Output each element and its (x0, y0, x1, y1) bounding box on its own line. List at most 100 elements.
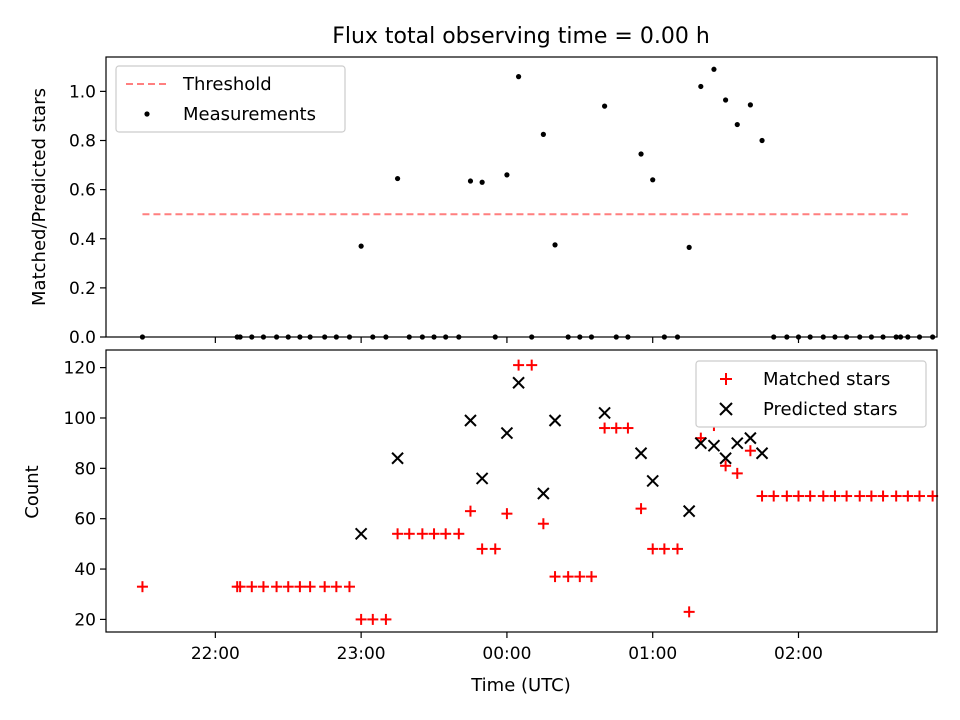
chart-title: Flux total observing time = 0.00 h (332, 24, 710, 49)
data-point (781, 490, 793, 502)
data-point (914, 490, 926, 502)
data-point (234, 581, 246, 593)
data-point (355, 613, 367, 625)
data-point (720, 460, 732, 472)
data-point (453, 528, 465, 540)
data-point (731, 467, 743, 479)
data-point (711, 66, 717, 72)
bottom-legend: Matched stars Predicted stars (695, 360, 927, 428)
data-point (804, 490, 816, 502)
data-point (512, 376, 525, 389)
y-tick-label: 60 (74, 510, 96, 530)
top-plot-area: 0.0 0.2 0.4 0.6 0.8 1.0 (69, 56, 938, 348)
data-point (526, 359, 538, 371)
data-point (464, 505, 476, 517)
data-point (467, 178, 474, 184)
data-point (562, 571, 574, 583)
data-point (501, 508, 513, 520)
data-point (394, 175, 401, 182)
data-point (602, 103, 608, 109)
x-tick-label: 01:00 (628, 644, 677, 664)
top-axes-frame (105, 56, 938, 338)
data-point (927, 490, 939, 502)
data-point (257, 581, 269, 593)
data-point (658, 543, 670, 555)
data-point (683, 606, 695, 618)
data-point (537, 487, 550, 500)
data-point (294, 581, 306, 593)
data-point (890, 490, 902, 502)
bottom-axes-frame (105, 349, 938, 633)
data-point (854, 490, 866, 502)
bottom-plot-area: 20 40 60 80 100 120 22:00 23:00 00:00 01:00 02:00 (64, 349, 939, 664)
bottom-series-matched-stars (136, 359, 939, 625)
y-tick-label: 80 (74, 459, 96, 479)
y-tick-label: 120 (64, 359, 96, 379)
y-tick-label: 0.2 (69, 279, 96, 299)
x-tick-label: 02:00 (774, 644, 823, 664)
x-tick-label: 22:00 (191, 644, 240, 664)
x-axis-label: Time (UTC) (470, 675, 571, 696)
data-point (246, 581, 258, 593)
data-point (282, 581, 294, 593)
y-tick-label: 0.6 (69, 181, 96, 201)
data-point (731, 436, 744, 450)
data-point (682, 504, 696, 518)
data-point (635, 503, 647, 515)
data-point (877, 490, 889, 502)
data-point (136, 581, 148, 593)
data-point (440, 528, 452, 540)
legend-measurements-label: Measurements (183, 104, 316, 125)
legend-matched-label: Matched stars (763, 369, 890, 390)
data-point (416, 528, 428, 540)
y-tick-label: 1.0 (69, 82, 96, 102)
data-point (549, 571, 561, 583)
top-y-axis-label: Matched/Predicted stars (29, 88, 50, 306)
data-point (354, 527, 368, 541)
data-point (513, 359, 525, 371)
y-tick-label: 40 (74, 560, 96, 580)
legend-measurements-swatch (144, 111, 150, 117)
data-point (646, 474, 659, 488)
data-point (330, 581, 342, 593)
data-point (793, 490, 804, 502)
y-tick-label: 0.4 (69, 230, 96, 250)
legend-threshold-label: Threshold (182, 74, 272, 95)
data-point (552, 242, 558, 248)
data-point (319, 581, 331, 593)
data-point (744, 431, 757, 445)
data-point (380, 613, 392, 625)
legend-predicted-label: Predicted stars (763, 399, 897, 420)
x-tick-label: 23:00 (337, 644, 386, 664)
data-point (476, 543, 488, 555)
top-legend: Threshold Measurements (115, 65, 346, 133)
data-point (694, 436, 708, 450)
bottom-y-axis-label: Count (22, 465, 43, 518)
data-point (515, 74, 522, 80)
data-point (734, 121, 740, 128)
data-point (537, 518, 549, 530)
data-point (768, 490, 780, 502)
data-point (671, 543, 683, 555)
data-point (428, 528, 440, 540)
data-point (744, 445, 756, 457)
data-point (686, 244, 692, 250)
data-point (475, 472, 489, 485)
data-point (756, 490, 768, 502)
data-point (719, 452, 732, 465)
data-point (574, 571, 586, 583)
data-point (367, 613, 379, 625)
data-point (747, 102, 753, 108)
data-point (634, 447, 648, 460)
data-point (610, 422, 622, 434)
data-point (755, 447, 769, 460)
data-point (504, 172, 510, 178)
bottom-series-predicted-stars (354, 376, 769, 541)
y-tick-label: 20 (74, 610, 96, 630)
y-tick-label: 100 (64, 409, 96, 429)
data-point (271, 581, 283, 593)
data-point (548, 414, 562, 427)
data-point (585, 571, 597, 583)
data-point (650, 177, 656, 183)
